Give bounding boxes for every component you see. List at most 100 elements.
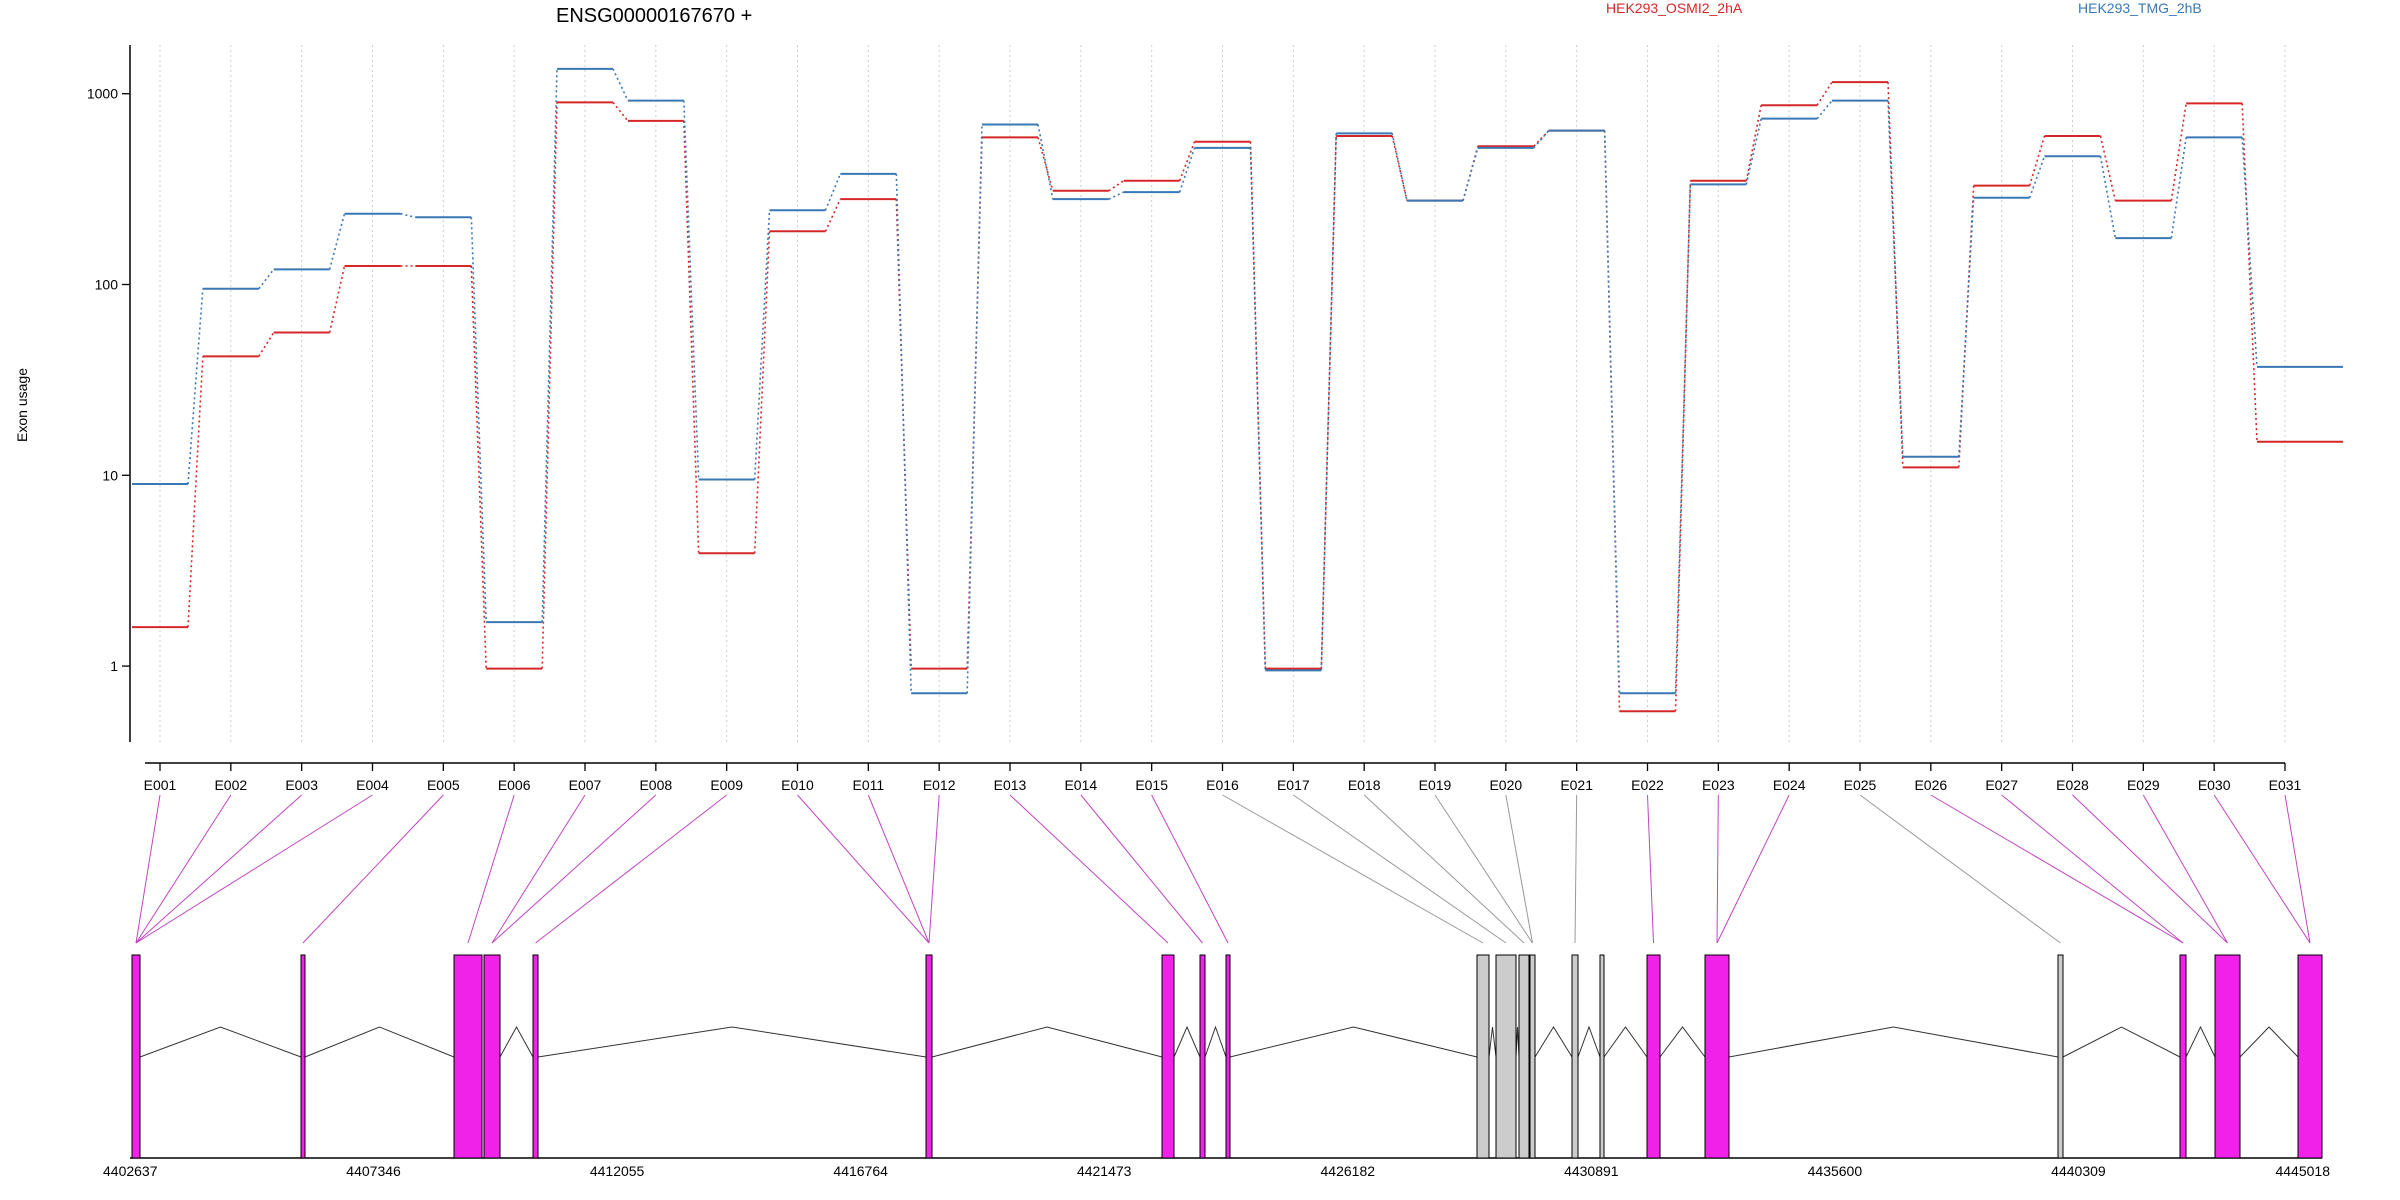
x-tick-label-e019: E019 [1419,777,1452,793]
x-tick-label-e001: E001 [144,777,177,793]
grid-lines [159,45,2286,742]
exon-block-15 [1646,954,1661,1159]
exon-block-19 [2214,954,2241,1159]
series-1-riser-e008 [683,100,700,480]
x-tick-label-e030: E030 [2198,777,2231,793]
connector-e024 [1716,794,1790,944]
exon-block-12 [1529,954,1536,1159]
connector-e021 [1574,794,1578,944]
intron-16 [1728,1026,2059,1058]
connector-e028 [2072,794,2228,944]
series-1-riser-e010 [824,173,842,211]
x-tick-label-e024: E024 [1773,777,1806,793]
series-0-riser-e015 [1178,141,1196,181]
coordinate-tick-label-8: 4440309 [2051,1163,2106,1179]
x-tick-label-e026: E026 [1914,777,1947,793]
exon-block-1 [300,954,306,1159]
intron-14 [1603,1026,1648,1058]
x-tick-label-e002: E002 [214,777,247,793]
exon-block-5 [925,954,933,1159]
y-tick-label-1000: 1000 [87,86,118,102]
series-1-riser-e024 [1816,100,1833,120]
connector-e003 [135,794,302,944]
connector-e027 [2001,794,2184,944]
connector-e015 [1151,794,1229,944]
exon-block-18 [2179,954,2187,1159]
connector-e014 [1080,794,1203,944]
series-0-riser-e027 [2028,135,2046,186]
intron-0 [139,1026,302,1058]
connector-e018 [1363,794,1525,944]
connector-e020 [1505,794,1533,944]
connector-e004 [135,794,373,944]
exon-block-20 [2297,954,2323,1159]
series-0-riser-e007 [612,101,629,122]
x-tick-label-e005: E005 [427,777,460,793]
x-tick-label-e023: E023 [1702,777,1735,793]
intron-6 [1173,1025,1201,1058]
series-0-riser-e001 [187,356,204,628]
intron-3 [499,1025,534,1058]
x-tick-label-e020: E020 [1489,777,1522,793]
series-0-riser-e014 [1108,180,1125,192]
series-0-riser-e019 [1462,146,1479,201]
series-0-riser-e024 [1816,81,1833,106]
legend-series-0: HEK293_OSMI2_2hA [1606,0,1743,16]
connector-e017 [1293,794,1507,944]
x-tick-label-e021: E021 [1560,777,1593,793]
series-1-riser-e014 [1108,191,1125,200]
exon-block-4 [532,954,539,1159]
series-1-riser-e009 [753,210,771,480]
gene-model: 4402637 4407346 4412055 4416764 4421473 44261… [103,954,2330,1179]
connector-e008 [491,794,657,944]
series-1-riser-e007 [612,68,629,101]
connector-e029 [2142,794,2228,944]
intron-18 [2185,1025,2216,1058]
connector-e007 [491,794,586,944]
series-1-riser-e006 [541,68,558,623]
x-tick-label-e022: E022 [1631,777,1664,793]
series-1 [132,67,2343,695]
connector-e016 [1222,794,1484,944]
exon-block-9 [1476,954,1490,1159]
connector-e023 [1716,794,1719,944]
y-tick-label-100: 100 [95,276,119,292]
x-tick-label-e006: E006 [498,777,531,793]
series-0-riser-e022 [1674,180,1692,712]
connector-e022 [1647,794,1654,944]
series-1-riser-e023 [1745,118,1762,185]
series-1-riser-e026 [1958,197,1975,457]
series-0-riser-e003 [328,265,346,333]
x-tick-label-e012: E012 [923,777,956,793]
series-0-riser-e030 [2241,103,2258,442]
series-1-riser-e029 [2170,137,2187,239]
connector-e025 [1859,794,2061,944]
intron-9 [1488,1026,1497,1058]
series-1-riser-e018 [1391,133,1408,201]
x-tick-label-e025: E025 [1844,777,1877,793]
x-tick-label-e018: E018 [1348,777,1381,793]
x-tick-label-e013: E013 [994,777,1027,793]
coordinate-tick-label-5: 4426182 [1321,1163,1376,1179]
connector-e002 [135,794,232,944]
series-0-riser-e017 [1320,136,1337,669]
connector-e019 [1434,794,1533,944]
x-tick-label-e014: E014 [1064,777,1097,793]
x-tick-label-e007: E007 [569,777,602,793]
intron-7 [1204,1025,1227,1058]
y-axis-title: Exon usage [14,368,30,442]
chart-title: ENSG00000167670 + [556,5,752,27]
series-1-riser-e028 [2099,156,2117,239]
series-0-riser-e028 [2099,135,2117,201]
intron-13 [1577,1025,1601,1058]
series-0-riser-e023 [1745,105,1762,181]
series-1-riser-e020 [1533,130,1550,149]
x-tick-label-e028: E028 [2056,777,2089,793]
connector-e010 [797,794,930,944]
exon-block-17 [2057,954,2064,1159]
intron-4 [537,1026,927,1058]
intron-1 [304,1026,455,1058]
coordinate-tick-label-0: 4402637 [103,1163,158,1179]
x-tick-label-e010: E010 [781,777,814,793]
x-tick-label-e009: E009 [710,777,743,793]
